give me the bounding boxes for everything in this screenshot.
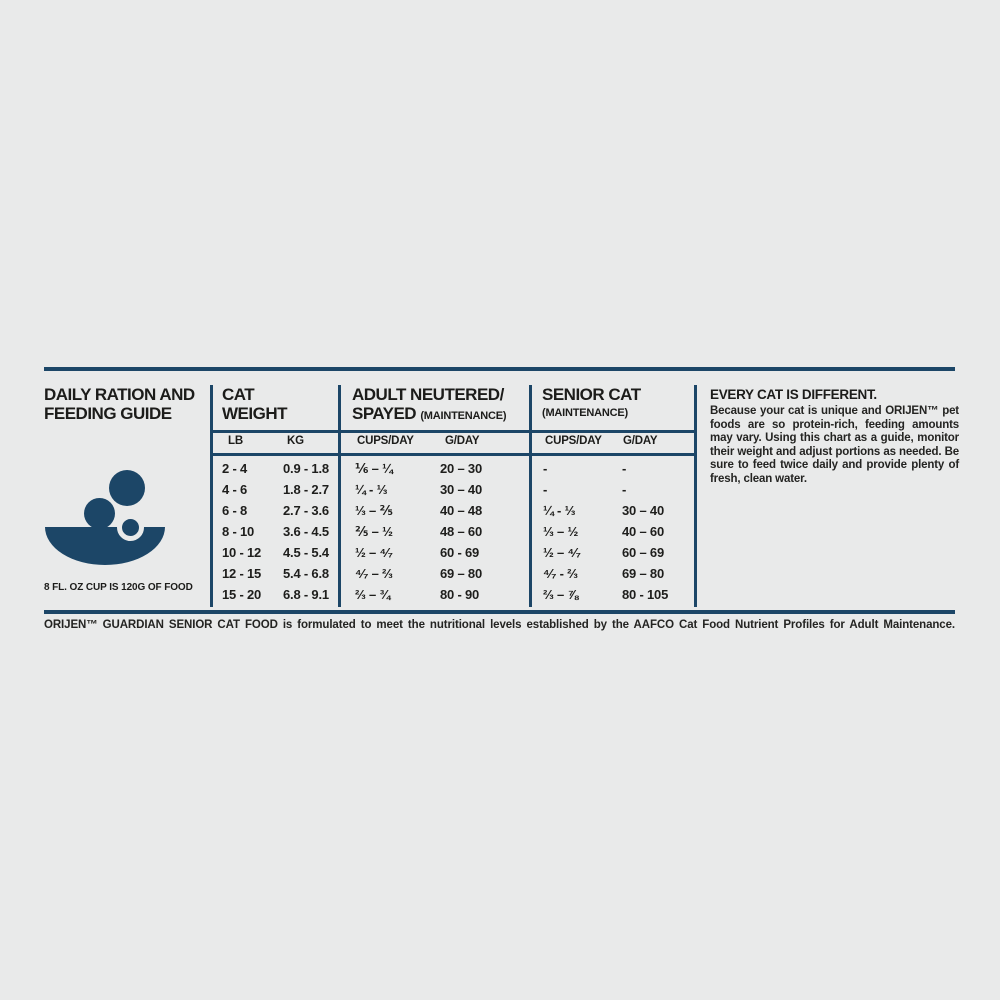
subheader-bottom-rule <box>211 453 695 456</box>
kibble-dot-icon <box>109 470 145 506</box>
subheader-kg: KG <box>287 435 304 447</box>
guide-title-line2: FEEDING GUIDE <box>44 404 172 423</box>
subheader-adult-g-day: G/DAY <box>445 435 480 447</box>
senior-cat-header: SENIOR CAT (MAINTENANCE) <box>542 385 641 423</box>
bowl-with-kibble-icon <box>44 458 168 572</box>
cat-weight-header-line2: WEIGHT <box>222 404 288 423</box>
cell-adult-cups: ¼ - ⅓ <box>355 482 388 497</box>
cell-adult-g: 69 – 80 <box>440 566 482 581</box>
cell-adult-g: 20 – 30 <box>440 461 482 476</box>
cell-senior-g: 30 – 40 <box>622 503 664 518</box>
cell-lb: 10 - 12 <box>222 545 262 560</box>
cell-lb: 6 - 8 <box>222 503 248 518</box>
bottom-rule <box>44 610 955 614</box>
cat-weight-header: CAT WEIGHT <box>222 385 288 423</box>
cell-senior-g: - <box>622 461 627 476</box>
cell-adult-g: 60 - 69 <box>440 545 480 560</box>
subheader-top-rule <box>211 430 695 433</box>
cell-lb: 8 - 10 <box>222 524 255 539</box>
adult-header-line1: ADULT NEUTERED/ <box>352 385 504 404</box>
cell-adult-cups: ½ – ⁴⁄₇ <box>355 545 393 560</box>
info-heading: EVERY CAT IS DIFFERENT. <box>710 387 877 402</box>
cell-adult-g: 80 - 90 <box>440 587 480 602</box>
cell-adult-cups: ⅙ – ¼ <box>355 461 393 476</box>
cat-weight-header-line1: CAT <box>222 385 255 404</box>
cell-senior-cups: ¼ - ⅓ <box>543 503 576 518</box>
cell-senior-cups: - <box>543 461 548 476</box>
column-divider <box>694 385 697 607</box>
subheader-lb: LB <box>228 435 243 447</box>
aafco-statement: ORIJEN™ GUARDIAN SENIOR CAT FOOD is form… <box>44 619 955 631</box>
cell-senior-g: - <box>622 482 627 497</box>
cell-lb: 15 - 20 <box>222 587 262 602</box>
cell-kg: 4.5 - 5.4 <box>283 545 329 560</box>
cell-adult-cups: ⅓ – ⅖ <box>355 503 393 518</box>
subheader-senior-g-day: G/DAY <box>623 435 658 447</box>
cell-senior-g: 60 – 69 <box>622 545 664 560</box>
cell-kg: 6.8 - 9.1 <box>283 587 329 602</box>
guide-title-line1: DAILY RATION AND <box>44 385 195 404</box>
adult-header-line2: SPAYED (MAINTENANCE) <box>352 404 507 426</box>
cell-kg: 3.6 - 4.5 <box>283 524 329 539</box>
cell-adult-g: 40 – 48 <box>440 503 482 518</box>
cell-senior-cups: ⅔ – ⅞ <box>543 587 579 602</box>
subheader-adult-cups-day: CUPS/DAY <box>357 435 414 447</box>
cell-adult-g: 30 – 40 <box>440 482 482 497</box>
kibble-dot-icon <box>116 513 144 541</box>
column-divider <box>529 385 532 607</box>
cell-kg: 5.4 - 6.8 <box>283 566 329 581</box>
cell-senior-cups: - <box>543 482 548 497</box>
cup-measure-note: 8 FL. OZ CUP IS 120G OF FOOD <box>44 582 193 593</box>
cell-lb: 12 - 15 <box>222 566 262 581</box>
cell-kg: 1.8 - 2.7 <box>283 482 329 497</box>
cell-senior-g: 80 - 105 <box>622 587 669 602</box>
cell-senior-cups: ½ – ⁴⁄₇ <box>543 545 581 560</box>
senior-header-maintenance-note: (MAINTENANCE) <box>542 407 629 419</box>
adult-header-maintenance-note: (MAINTENANCE) <box>420 410 507 422</box>
cell-lb: 2 - 4 <box>222 461 248 476</box>
cell-kg: 0.9 - 1.8 <box>283 461 329 476</box>
cell-adult-cups: ⁴⁄₇ – ⅔ <box>355 566 393 581</box>
adult-header-spayed: SPAYED <box>352 404 417 423</box>
bowl-shape <box>45 527 165 565</box>
cell-senior-cups: ⅓ – ½ <box>543 524 579 539</box>
cell-adult-g: 48 – 60 <box>440 524 482 539</box>
cell-senior-g: 40 – 60 <box>622 524 664 539</box>
column-divider <box>338 385 341 607</box>
cell-senior-cups: ⁴⁄₇ - ⅔ <box>543 566 578 581</box>
cell-adult-cups: ⅔ – ¾ <box>355 587 391 602</box>
info-paragraph: Because your cat is unique and ORIJEN™ p… <box>710 405 959 485</box>
cell-adult-cups: ⅖ – ½ <box>355 524 393 539</box>
cell-lb: 4 - 6 <box>222 482 248 497</box>
top-rule <box>44 367 955 371</box>
guide-title: DAILY RATION AND FEEDING GUIDE <box>44 385 195 423</box>
cell-senior-g: 69 – 80 <box>622 566 664 581</box>
senior-header-line1: SENIOR CAT <box>542 385 641 404</box>
cell-kg: 2.7 - 3.6 <box>283 503 329 518</box>
kibble-dot-icon <box>84 498 115 529</box>
subheader-senior-cups-day: CUPS/DAY <box>545 435 602 447</box>
column-divider <box>210 385 213 607</box>
adult-neutered-header: ADULT NEUTERED/ SPAYED (MAINTENANCE) <box>352 385 507 426</box>
